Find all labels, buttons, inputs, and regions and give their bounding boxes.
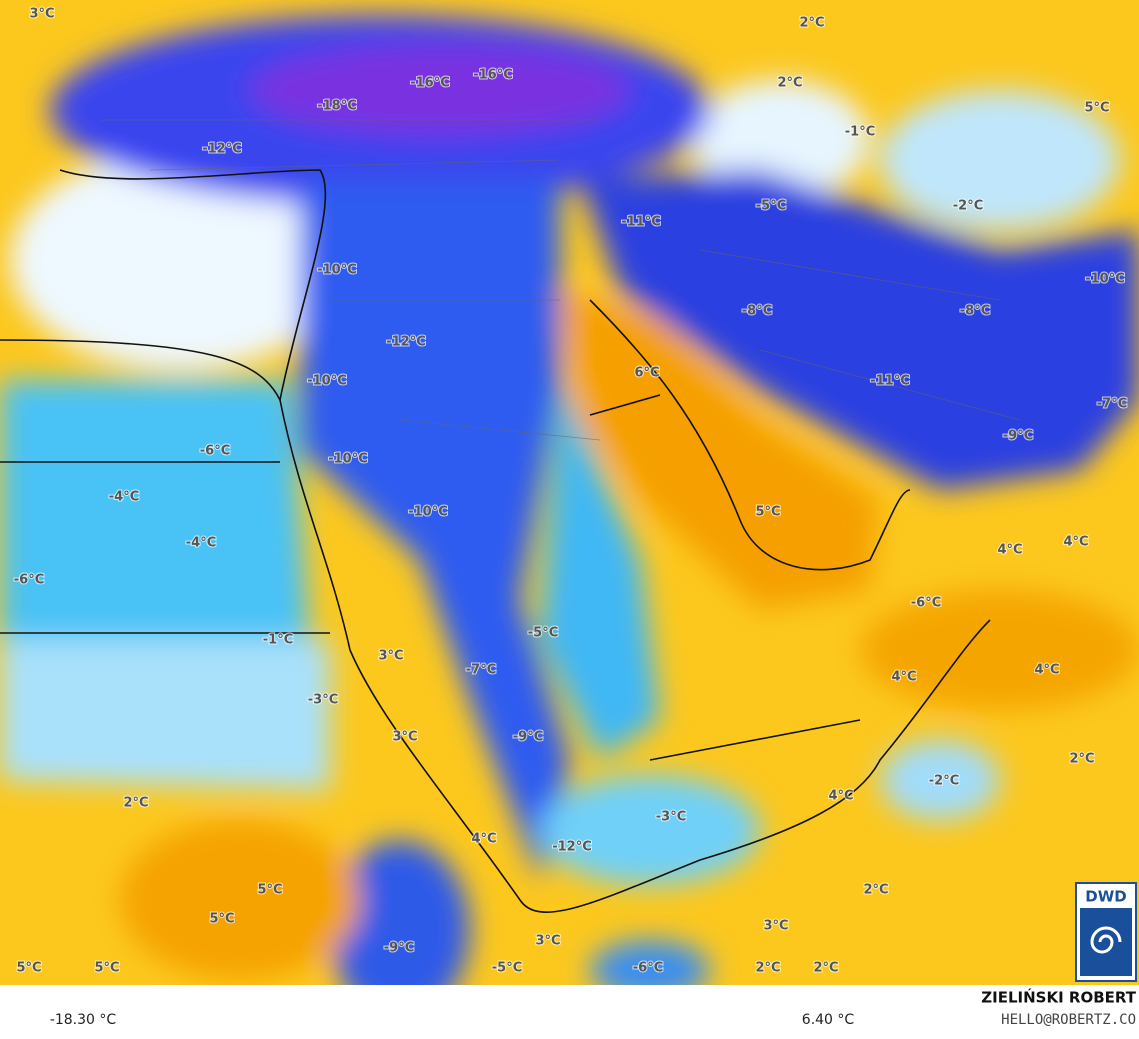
temp-label: -16°C xyxy=(473,68,513,83)
temp-label: 3°C xyxy=(392,730,417,745)
temp-label: 5°C xyxy=(257,883,282,898)
temp-label: -11°C xyxy=(870,374,910,389)
temp-label: -10°C xyxy=(328,452,368,467)
temp-label: 4°C xyxy=(1063,535,1088,550)
temp-label: -16°C xyxy=(410,76,450,91)
min-label: -18.30 °C xyxy=(50,1012,117,1028)
temp-label: -9°C xyxy=(384,941,414,956)
temp-label: -1°C xyxy=(263,633,293,648)
temp-label: 5°C xyxy=(94,961,119,976)
temp-label: 3°C xyxy=(763,919,788,934)
temp-label: 3°C xyxy=(535,934,560,949)
temp-label: -7°C xyxy=(466,663,496,678)
temp-label: -10°C xyxy=(408,505,448,520)
temp-label: 4°C xyxy=(891,670,916,685)
credit-name: ZIELIŃSKI ROBERT xyxy=(981,988,1136,1007)
temp-label: -6°C xyxy=(911,596,941,611)
temp-label: -8°C xyxy=(960,304,990,319)
temp-label: 5°C xyxy=(16,961,41,976)
temp-label: -8°C xyxy=(742,304,772,319)
temp-label: 6°C xyxy=(634,366,659,381)
temp-label: -2°C xyxy=(929,774,959,789)
temp-label: -4°C xyxy=(186,536,216,551)
logo-swirl xyxy=(1090,926,1122,954)
temp-label: 5°C xyxy=(1084,101,1109,116)
temp-label: -10°C xyxy=(307,374,347,389)
temp-label: -6°C xyxy=(14,573,44,588)
temp-label: 2°C xyxy=(1069,752,1094,767)
temp-label: 2°C xyxy=(123,796,148,811)
temp-label: -10°C xyxy=(1085,272,1125,287)
temp-label: -4°C xyxy=(109,490,139,505)
temp-label: -9°C xyxy=(1003,429,1033,444)
temp-label: 2°C xyxy=(799,16,824,31)
temp-label: -11°C xyxy=(621,215,661,230)
temp-label: 5°C xyxy=(755,505,780,520)
temp-label: -3°C xyxy=(308,693,338,708)
temp-label: 2°C xyxy=(777,76,802,91)
temp-label: 2°C xyxy=(863,883,888,898)
temp-label: -12°C xyxy=(202,142,242,157)
temp-label: -3°C xyxy=(656,810,686,825)
temp-label: 3°C xyxy=(378,649,403,664)
temp-label: 5°C xyxy=(209,912,234,927)
temp-label: -6°C xyxy=(200,444,230,459)
temp-label: -5°C xyxy=(492,961,522,976)
logo-text: DWD xyxy=(1085,888,1126,906)
temp-label: -6°C xyxy=(633,961,663,976)
temp-label: -5°C xyxy=(528,626,558,641)
temp-label: -1°C xyxy=(845,125,875,140)
temp-label: -18°C xyxy=(317,99,357,114)
temp-label: 4°C xyxy=(828,789,853,804)
temp-label: -10°C xyxy=(317,263,357,278)
temp-label: 4°C xyxy=(471,832,496,847)
temp-label: -12°C xyxy=(386,335,426,350)
temp-label: -7°C xyxy=(1097,397,1127,412)
temp-label: 3°C xyxy=(29,7,54,22)
temp-label: 2°C xyxy=(813,961,838,976)
max-label: 6.40 °C xyxy=(802,1012,855,1028)
temp-label: -9°C xyxy=(513,730,543,745)
credit-contact: HELLO@ROBERTZ.CO xyxy=(1001,1012,1136,1028)
temp-label: -12°C xyxy=(552,840,592,855)
logo-field xyxy=(1080,908,1132,976)
temp-label: 4°C xyxy=(1034,663,1059,678)
temp-label: -5°C xyxy=(756,199,786,214)
temp-label: -2°C xyxy=(953,199,983,214)
temp-label: 4°C xyxy=(997,543,1022,558)
temp-label: 2°C xyxy=(755,961,780,976)
